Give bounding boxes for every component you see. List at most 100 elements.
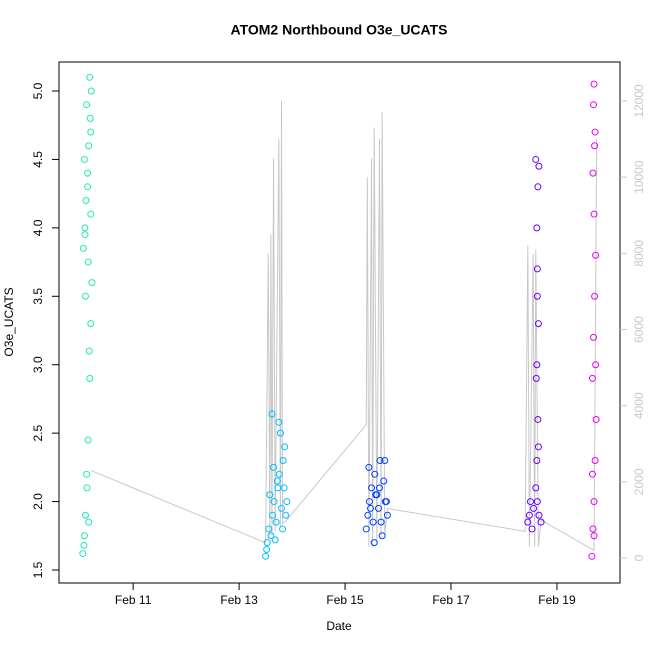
data-point (368, 484, 376, 492)
y2-tick-label: 10000 (632, 160, 646, 194)
data-point (534, 415, 542, 423)
data-point (275, 418, 283, 426)
data-point (362, 525, 370, 533)
x-axis-label: Date (326, 619, 352, 633)
data-point (590, 498, 598, 506)
data-point (85, 518, 93, 526)
data-point (591, 292, 599, 300)
data-point (84, 183, 92, 191)
data-point (533, 498, 541, 506)
data-point (590, 80, 598, 88)
y2-tick-label: 0 (632, 554, 646, 561)
data-point (590, 532, 598, 540)
data-point (83, 484, 91, 492)
data-point (275, 470, 283, 478)
y2-tick-label: 6000 (632, 316, 646, 343)
data-point (79, 244, 87, 252)
x-tick-label: Feb 11 (115, 593, 152, 607)
data-point (589, 525, 597, 533)
data-point (533, 457, 541, 465)
data-point (380, 477, 388, 485)
data-point (378, 532, 386, 540)
data-point (276, 429, 284, 437)
data-point (588, 374, 596, 382)
data-point (263, 539, 271, 547)
data-point (533, 292, 541, 300)
data-point (81, 511, 89, 519)
data-point (534, 183, 542, 191)
y2-tick-label: 2000 (632, 468, 646, 495)
data-point (534, 443, 542, 451)
data-point (268, 511, 276, 519)
data-point (80, 155, 88, 163)
data-point (365, 498, 373, 506)
data-point (85, 142, 93, 150)
data-point (533, 361, 541, 369)
data-point (81, 224, 89, 232)
data-point (534, 320, 542, 328)
data-point (265, 525, 273, 533)
data-point (279, 457, 287, 465)
data-point (591, 142, 599, 150)
data-point (83, 101, 91, 109)
y-tick-label: 3.0 (31, 356, 45, 373)
y-tick-label: 3.5 (31, 288, 45, 305)
data-point (592, 361, 600, 369)
y-tick-label: 4.5 (31, 151, 45, 168)
x-tick-label: Feb 19 (538, 593, 576, 607)
data-point (87, 87, 95, 95)
y2-tick-label: 4000 (632, 392, 646, 419)
data-point (590, 210, 598, 218)
data-point (88, 279, 96, 287)
data-point (280, 484, 288, 492)
data-point (366, 504, 374, 512)
y2-tick-label: 8000 (632, 240, 646, 267)
y-tick-label: 2.0 (31, 493, 45, 510)
data-point (591, 457, 599, 465)
data-point (381, 457, 389, 465)
data-point (82, 196, 90, 204)
data-point (86, 114, 94, 122)
data-point (262, 552, 270, 560)
data-point (84, 436, 92, 444)
data-point (369, 518, 377, 526)
data-point (86, 73, 94, 81)
data-point (372, 491, 380, 499)
y-tick-label: 2.5 (31, 424, 45, 441)
data-point (84, 258, 92, 266)
data-point (588, 470, 596, 478)
data-point (81, 292, 89, 300)
data-point (84, 169, 92, 177)
data-point (271, 536, 279, 544)
data-point (371, 470, 379, 478)
data-point (530, 504, 538, 512)
data-point (267, 532, 275, 540)
data-point (377, 518, 385, 526)
data-point (592, 251, 600, 259)
data-point (370, 539, 378, 547)
data-point (532, 484, 540, 492)
data-point (375, 484, 383, 492)
data-point (374, 504, 382, 512)
data-point (589, 169, 597, 177)
data-point (87, 128, 95, 136)
data-point (270, 498, 278, 506)
plot-frame (58, 61, 621, 584)
data-point (533, 265, 541, 273)
data-point (281, 443, 289, 451)
data-point (592, 415, 600, 423)
data-point (86, 374, 94, 382)
x-tick-label: Feb 15 (326, 593, 364, 607)
data-point (277, 504, 285, 512)
data-point (87, 210, 95, 218)
data-point (279, 525, 287, 533)
data-point (270, 463, 278, 471)
data-point (80, 532, 88, 540)
data-point (532, 155, 540, 163)
data-point (81, 231, 89, 239)
data-point (376, 457, 384, 465)
data-point (525, 511, 533, 519)
data-point (532, 374, 540, 382)
data-point (524, 518, 532, 526)
